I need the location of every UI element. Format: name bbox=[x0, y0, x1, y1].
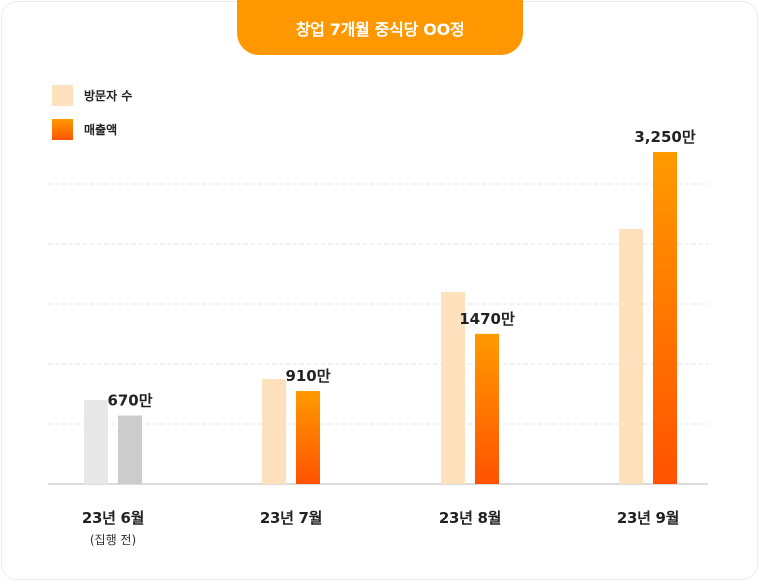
chart-title: 창업 7개월 중식당 OO정 bbox=[237, 0, 523, 55]
bar-sales bbox=[653, 152, 677, 484]
bar-sales bbox=[118, 415, 142, 484]
legend-item-visitors: 방문자 수 bbox=[52, 85, 132, 106]
data-label-sales: 1470만 bbox=[459, 310, 515, 328]
data-label-sales: 910만 bbox=[285, 367, 330, 385]
data-label-sales: 3,250만 bbox=[634, 128, 695, 146]
bar-sales bbox=[475, 333, 499, 484]
legend-swatch-sales bbox=[52, 119, 73, 140]
legend-label-sales: 매출액 bbox=[84, 123, 118, 137]
x-tick-note: (집행 전) bbox=[89, 533, 137, 547]
x-tick-label: 23년 6월 bbox=[81, 509, 145, 527]
bar-sales bbox=[296, 391, 320, 484]
bar-visitors bbox=[619, 229, 643, 484]
bar-visitors bbox=[262, 379, 286, 484]
x-tick-label: 23년 8월 bbox=[438, 509, 502, 527]
x-tick-label: 23년 7월 bbox=[259, 509, 323, 527]
legend-label-visitors: 방문자 수 bbox=[84, 89, 133, 103]
legend-swatch-visitors bbox=[52, 85, 73, 106]
bar-visitors bbox=[441, 292, 465, 484]
bar-visitors bbox=[84, 400, 108, 484]
x-tick-label: 23년 9월 bbox=[616, 509, 680, 527]
legend-item-sales: 매출액 bbox=[52, 119, 117, 140]
data-label-sales: 670만 bbox=[107, 392, 152, 410]
